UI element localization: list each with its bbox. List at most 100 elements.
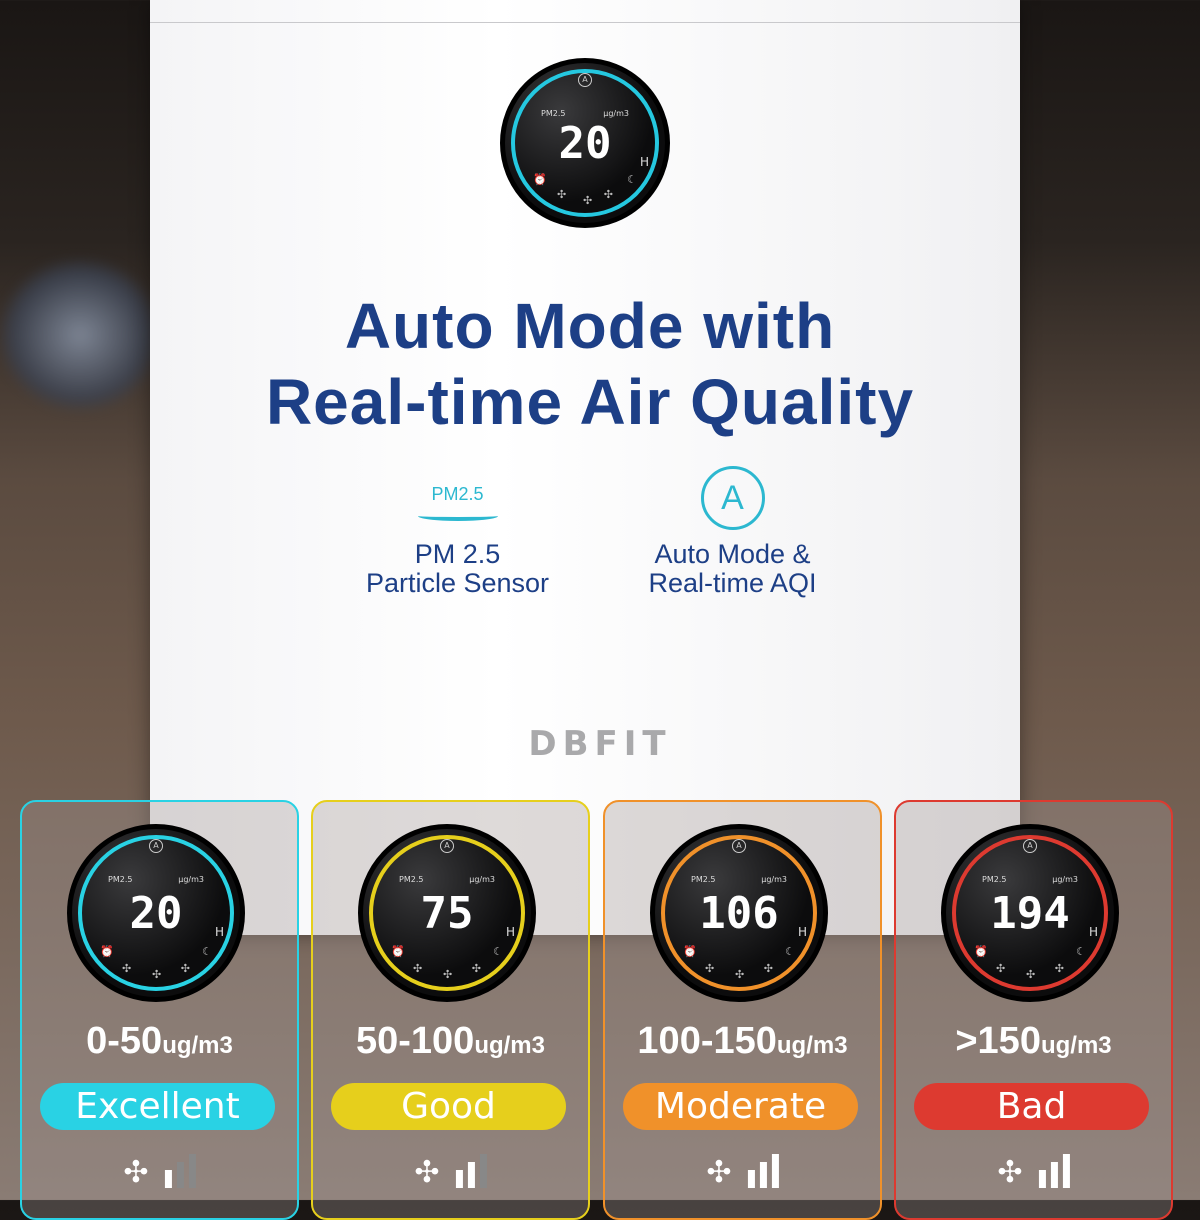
headline-line-2: Real-time Air Quality	[265, 366, 915, 438]
fan-speed-indicator: ✣	[123, 1154, 196, 1190]
auto-icon: A	[578, 73, 592, 87]
display-ring	[369, 835, 525, 991]
fan-icon: ✣	[443, 968, 453, 981]
headline-line-1: Auto Mode with	[344, 290, 836, 362]
fan-speed-bar	[1050, 1162, 1058, 1188]
feature-line-1: PM 2.5	[414, 539, 501, 569]
hours-label: H	[639, 155, 649, 169]
alarm-icon: ⏰	[683, 945, 697, 958]
fan-icon: ✣	[123, 1155, 149, 1190]
fan-icon: ✣	[414, 1155, 440, 1190]
moon-icon: ☾	[627, 173, 637, 186]
unit-label: μg/m3	[1052, 875, 1078, 884]
display-ring	[661, 835, 817, 991]
fan-speed-bar	[759, 1162, 767, 1188]
fan-icon: ✣	[705, 962, 715, 975]
fan-icon: ✣	[735, 968, 745, 981]
auto-mode-a-icon: A	[700, 466, 765, 530]
fan-icon: ✣	[996, 962, 1006, 975]
fan-icon: ✣	[471, 962, 481, 975]
fan-icon: ✣	[1054, 962, 1064, 975]
fan-icon: ✣	[763, 962, 773, 975]
fan-icon: ✣	[706, 1155, 732, 1190]
pm25-particle-icon: PM2.5	[340, 460, 575, 540]
display-ring	[78, 835, 234, 991]
headline: Auto Mode with Real-time Air Quality	[90, 288, 1090, 440]
alarm-icon: ⏰	[391, 945, 405, 958]
aqi-level-card-moderate: A PM2.5 μg/m3 106 H ⏰ ☾ ✣ ✣ ✣ 100-150ug/…	[603, 800, 882, 1220]
unit-label: μg/m3	[761, 875, 787, 884]
moon-icon: ☾	[493, 945, 503, 958]
alarm-icon: ⏰	[533, 173, 547, 186]
level-display: A PM2.5 μg/m3 20 H ⏰ ☾ ✣ ✣ ✣	[67, 824, 245, 1002]
pm-range: >150ug/m3	[955, 1020, 1112, 1062]
moon-icon: ☾	[202, 945, 212, 958]
fan-icon: ✣	[583, 194, 593, 207]
pm-label: PM2.5	[541, 109, 566, 118]
fan-icon: ✣	[603, 188, 613, 201]
fan-speed-bar	[1038, 1170, 1046, 1188]
fan-speed-indicator: ✣	[706, 1154, 779, 1190]
pm-range: 50-100ug/m3	[355, 1020, 545, 1062]
fan-speed-bar	[176, 1162, 184, 1188]
auto-icon: A	[732, 839, 746, 853]
aqi-level-card-bad: A PM2.5 μg/m3 194 H ⏰ ☾ ✣ ✣ ✣ >150ug/m3 …	[894, 800, 1173, 1220]
fan-icon: ✣	[997, 1155, 1023, 1190]
fan-speed-bar	[467, 1162, 475, 1188]
fan-icon: ✣	[180, 962, 190, 975]
hours-label: H	[1088, 925, 1098, 939]
fan-speed-bar	[455, 1170, 463, 1188]
unit-label: μg/m3	[469, 875, 495, 884]
alarm-icon: ⏰	[974, 945, 988, 958]
feature-line-1: Auto Mode &	[654, 539, 811, 569]
feature-pm25: PM2.5 PM 2.5 Particle Sensor	[340, 460, 575, 598]
fan-icon: ✣	[152, 968, 162, 981]
status-badge: Moderate	[623, 1083, 858, 1130]
fan-icon: ✣	[122, 962, 132, 975]
unit-label: μg/m3	[178, 875, 204, 884]
status-badge: Excellent	[40, 1083, 275, 1130]
level-display: A PM2.5 μg/m3 194 H ⏰ ☾ ✣ ✣ ✣	[941, 824, 1119, 1002]
feature-line-2: Real-time AQI	[648, 568, 817, 598]
hours-label: H	[214, 925, 224, 939]
pm-label: PM2.5	[982, 875, 1007, 884]
hours-label: H	[797, 925, 807, 939]
status-badge: Good	[331, 1083, 566, 1130]
level-display: A PM2.5 μg/m3 106 H ⏰ ☾ ✣ ✣ ✣	[650, 824, 828, 1002]
moon-icon: ☾	[785, 945, 795, 958]
auto-icon: A	[149, 839, 163, 853]
auto-icon: A	[440, 839, 454, 853]
brand-logo: DBFIT	[528, 724, 672, 764]
fan-icon: ✣	[413, 962, 423, 975]
pm-range: 0-50ug/m3	[86, 1020, 233, 1062]
fan-speed-bar	[188, 1154, 196, 1188]
panel-seam	[150, 22, 1020, 23]
pm-range: 100-150ug/m3	[637, 1020, 848, 1062]
fan-speed-bar	[747, 1170, 755, 1188]
fan-speed-indicator: ✣	[997, 1154, 1070, 1190]
fan-icon: ✣	[1026, 968, 1036, 981]
display-ring	[511, 69, 659, 217]
auto-icon: A	[1023, 839, 1037, 853]
feature-line-2: Particle Sensor	[365, 568, 550, 598]
fan-speed-bar	[771, 1154, 779, 1188]
background-blur	[0, 260, 160, 410]
fan-icon: ✣	[557, 188, 567, 201]
aqi-level-card-excellent: A PM2.5 μg/m3 20 H ⏰ ☾ ✣ ✣ ✣ 0-50ug/m3 E…	[20, 800, 299, 1220]
alarm-icon: ⏰	[100, 945, 114, 958]
top-display: A PM2.5 μg/m3 20 H ⏰ ☾ ✣ ✣ ✣	[500, 58, 670, 228]
pm-label: PM2.5	[691, 875, 716, 884]
fan-speed-bar	[164, 1170, 172, 1188]
feature-auto: A Auto Mode & Real-time AQI	[615, 460, 850, 598]
level-display: A PM2.5 μg/m3 75 H ⏰ ☾ ✣ ✣ ✣	[358, 824, 536, 1002]
pm-label: PM2.5	[399, 875, 424, 884]
fan-speed-bar	[479, 1154, 487, 1188]
pm-label: PM2.5	[108, 875, 133, 884]
hours-label: H	[505, 925, 515, 939]
moon-icon: ☾	[1076, 945, 1086, 958]
display-ring	[952, 835, 1108, 991]
fan-speed-indicator: ✣	[414, 1154, 487, 1190]
fan-speed-bar	[1062, 1154, 1070, 1188]
status-badge: Bad	[914, 1083, 1149, 1130]
unit-label: μg/m3	[603, 109, 629, 118]
